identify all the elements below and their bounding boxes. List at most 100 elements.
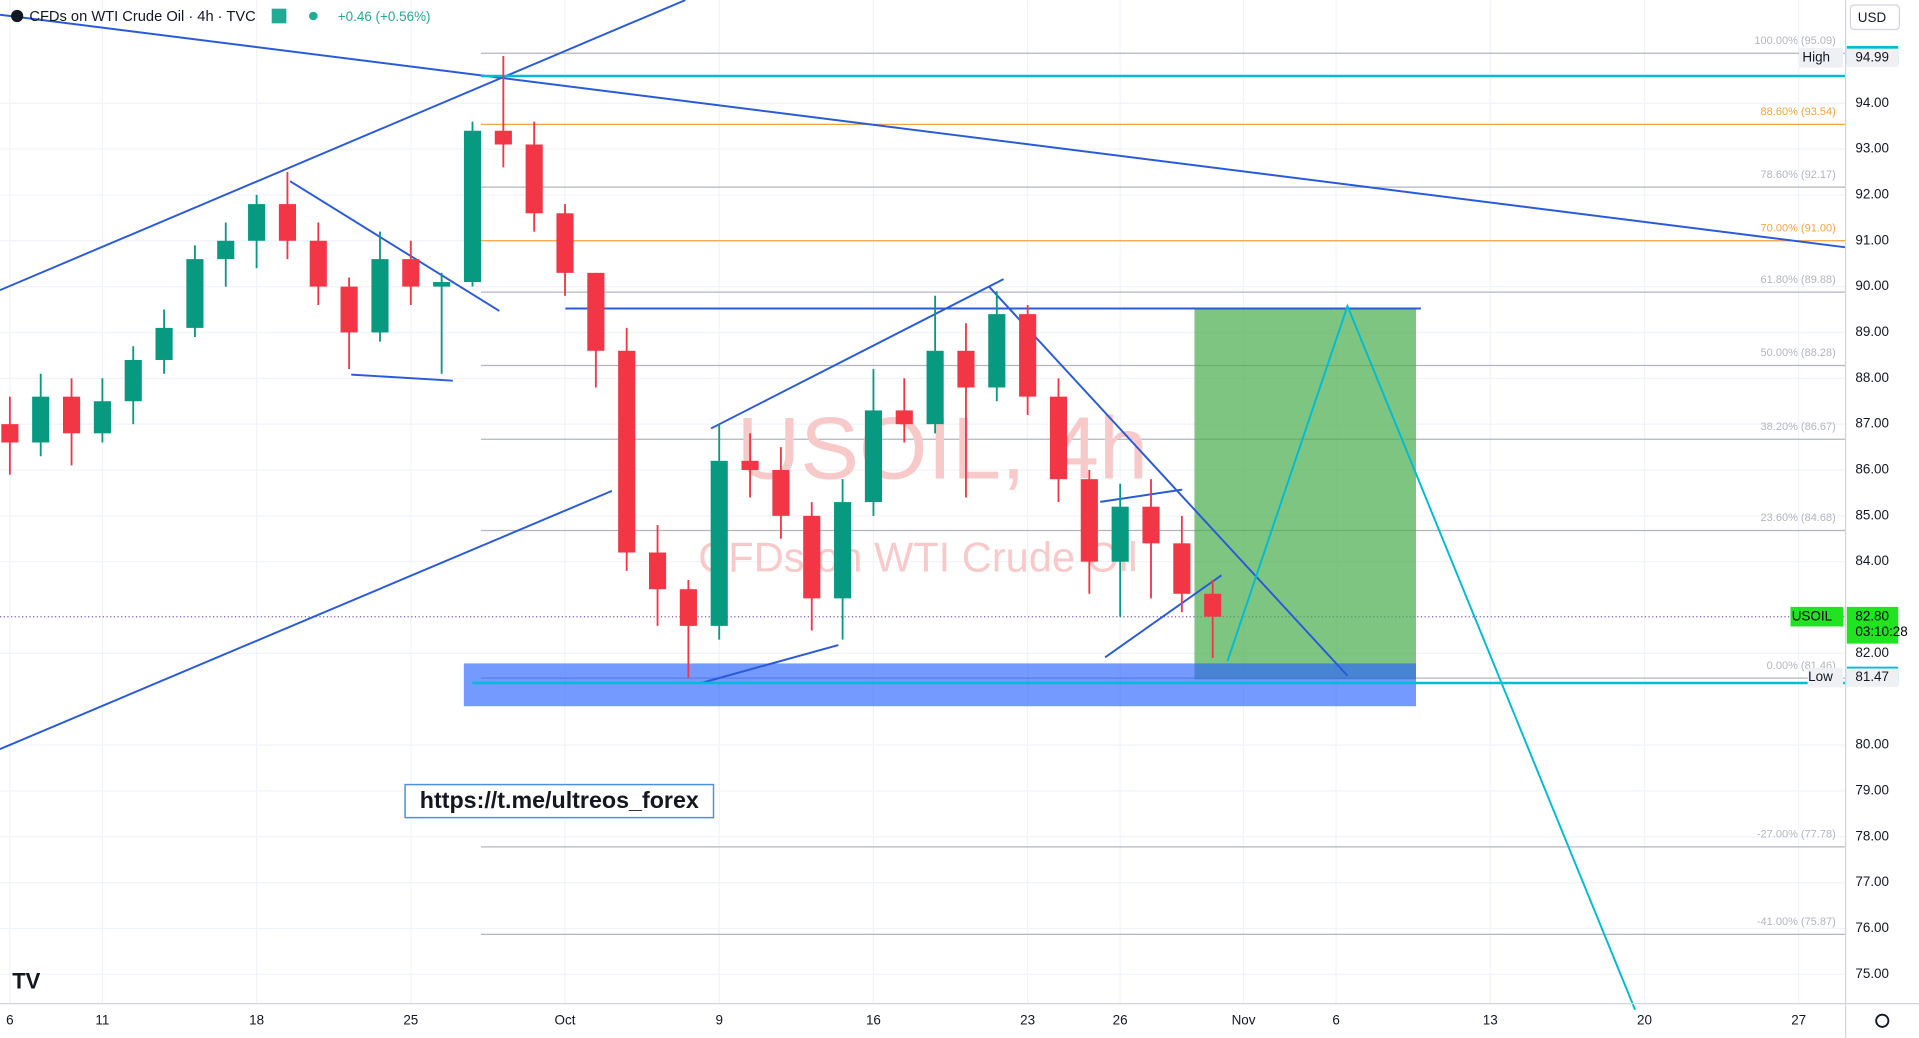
price-tag xyxy=(1790,606,1844,627)
trendline xyxy=(1104,574,1222,659)
symbol-icon xyxy=(11,9,24,23)
y-tick-label: 88.00 xyxy=(1855,370,1889,385)
candle-body xyxy=(957,350,975,388)
candle-body xyxy=(62,396,81,434)
candle-body xyxy=(217,240,235,260)
target-zone xyxy=(1194,308,1416,680)
candle-body xyxy=(1142,506,1160,544)
watermark-sub: CFDs on WTI Crude Oil xyxy=(698,534,1137,581)
candle-body xyxy=(32,396,50,443)
candle-body xyxy=(463,130,482,283)
levels xyxy=(472,74,1846,1011)
fib-label: 38.20% (86.67) xyxy=(1761,421,1836,433)
axes: 75.00 76.00 77.00 78.00 79.00 80.00 82.00 84.00… xyxy=(6,45,1908,1027)
link[interactable]: https://t.me/ultreos_forex xyxy=(420,787,699,813)
x-tick-label: 26 xyxy=(1113,1012,1128,1027)
currency[interactable]: USD xyxy=(1858,10,1887,25)
trendline xyxy=(0,0,686,292)
x-tick-label: 18 xyxy=(249,1012,264,1027)
candle-body xyxy=(1111,506,1129,562)
y-tick-label: 82.00 xyxy=(1855,645,1889,660)
price-marker-label: 82.80 xyxy=(1855,608,1889,623)
candle-body xyxy=(525,144,543,214)
candle-body xyxy=(124,359,142,402)
candle-body xyxy=(371,259,389,333)
x-tick-label: 11 xyxy=(95,1012,109,1027)
candle-body xyxy=(772,470,790,516)
candle-body xyxy=(1049,396,1068,480)
candle-body xyxy=(309,240,327,287)
price-marker xyxy=(1846,606,1899,644)
trendlines xyxy=(0,0,1846,750)
fib-label: 78.60% (92.17) xyxy=(1761,169,1836,181)
x-tick-label: 13 xyxy=(1483,1012,1498,1027)
price-marker-label: 81.47 xyxy=(1855,669,1889,684)
y-tick-label: 87.00 xyxy=(1855,416,1889,431)
fib-label: 23.60% (84.68) xyxy=(1761,512,1836,524)
fib-label: 70.00% (91.00) xyxy=(1761,222,1836,234)
candle-body xyxy=(402,259,420,287)
fibonacci: 100.00% (95.09) 88.60% (93.54) 78.60% (92.… xyxy=(480,35,1846,936)
candle-body xyxy=(988,314,1006,388)
y-tick-label: 78.00 xyxy=(1855,828,1889,843)
candle-body xyxy=(710,460,728,626)
y-tick-label: 84.00 xyxy=(1855,553,1889,568)
y-tick-label: 91.00 xyxy=(1855,232,1889,247)
trendline xyxy=(0,13,1846,249)
trendline xyxy=(351,373,453,382)
candle-body xyxy=(679,589,697,626)
candles xyxy=(1,56,1222,678)
fib-label: 50.00% (88.28) xyxy=(1761,347,1836,359)
x-tick-label: 6 xyxy=(1332,1012,1339,1027)
x-tick-label: 9 xyxy=(715,1012,722,1027)
candle-body xyxy=(556,213,574,273)
y-tick-label: 92.00 xyxy=(1855,186,1889,201)
flag xyxy=(271,8,287,24)
price-tag-label: USOIL xyxy=(1792,608,1833,623)
y-tick-label: 77.00 xyxy=(1855,874,1889,889)
y-tick-label: 90.00 xyxy=(1855,278,1889,293)
price-marker-label: 94.99 xyxy=(1855,49,1889,64)
price-tag xyxy=(1799,48,1844,68)
candle-body xyxy=(1173,543,1191,594)
fib-label: -27.00% (77.78) xyxy=(1757,829,1836,841)
y-tick-label: 80.00 xyxy=(1855,737,1889,752)
candle-body xyxy=(648,552,667,590)
candle-body xyxy=(834,502,852,599)
candle-body xyxy=(587,272,605,351)
x-tick-label: Nov xyxy=(1232,1012,1256,1027)
fib-label: 100.00% (95.09) xyxy=(1754,35,1835,47)
status-dot xyxy=(309,11,318,21)
candle-body xyxy=(926,350,944,425)
x-tick-label: 27 xyxy=(1791,1012,1806,1027)
currency-button[interactable] xyxy=(1849,4,1901,31)
candle-body xyxy=(1204,593,1222,617)
logo: TV xyxy=(12,969,40,994)
candle-body xyxy=(1,424,19,443)
y-tick-label: 93.00 xyxy=(1855,141,1889,156)
y-tick-label: 86.00 xyxy=(1855,462,1889,477)
candle-body xyxy=(494,130,512,145)
trendline xyxy=(1100,488,1183,503)
candle-body xyxy=(278,204,297,241)
x-tick-label: 23 xyxy=(1020,1012,1035,1027)
y-tick-label: 76.00 xyxy=(1855,920,1889,935)
y-tick-label: 89.00 xyxy=(1855,324,1889,339)
y-tick-label: 94.00 xyxy=(1855,95,1889,110)
trendline xyxy=(701,644,839,684)
candle-body xyxy=(864,410,883,503)
price-marker xyxy=(1846,48,1899,68)
fib-label: 61.80% (89.88) xyxy=(1761,274,1836,286)
change: +0.46 (+0.56%) xyxy=(338,9,431,24)
candle-body xyxy=(155,327,173,360)
price-tag-label: High xyxy=(1802,49,1830,64)
fib-label: -41.00% (75.87) xyxy=(1757,916,1836,928)
settings[interactable] xyxy=(1875,1013,1890,1028)
x-tick-label: 20 xyxy=(1637,1012,1652,1027)
candle-body xyxy=(340,286,358,333)
projection xyxy=(1226,303,1636,1011)
trendline xyxy=(0,489,613,750)
symbol-title: CFDs on WTI Crude Oil · 4h · TVC xyxy=(29,9,256,25)
